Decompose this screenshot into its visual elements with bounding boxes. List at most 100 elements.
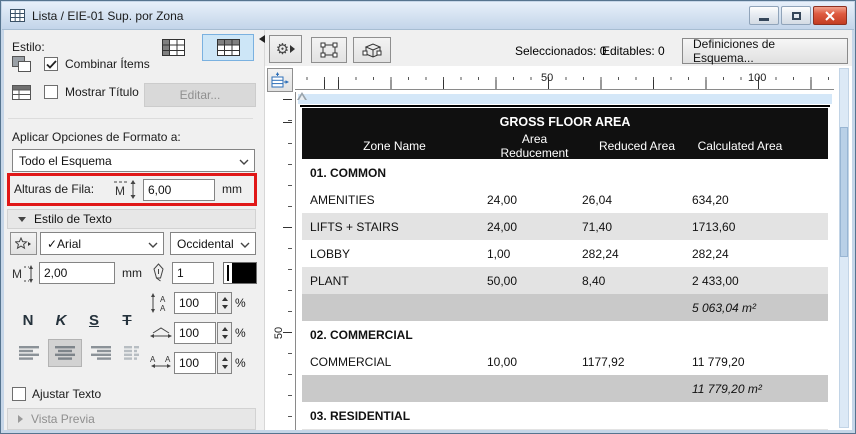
restore-button[interactable] xyxy=(781,6,811,25)
underline-button[interactable]: S xyxy=(80,307,108,333)
zone-name-cell: LIFTS + STAIRS xyxy=(310,219,399,234)
svg-text:A: A xyxy=(150,355,156,364)
select-items-button[interactable] xyxy=(311,37,347,63)
settings-menu-button[interactable]: ⚙ xyxy=(269,35,302,63)
align-right-button[interactable] xyxy=(86,339,116,367)
area-reducement-cell: 10,00 xyxy=(487,354,518,369)
area-reducement-cell: 24,00 xyxy=(487,219,518,234)
table-row[interactable]: LIFTS + STAIRS 24,00 71,40 1713,60 xyxy=(302,213,828,240)
collapse-panel-icon[interactable] xyxy=(259,35,265,43)
select-linked-button[interactable] xyxy=(353,37,391,63)
align-justify-button[interactable] xyxy=(118,339,148,367)
dialog-body: Estilo: xyxy=(4,30,852,430)
style-header-icon xyxy=(216,39,240,56)
align-left-button[interactable] xyxy=(14,339,44,367)
schedule-preview: GROSS FLOOR AREA Zone Name Area Reduceme… xyxy=(295,92,834,430)
align-right-icon xyxy=(91,346,111,360)
row-marker-icon[interactable] xyxy=(297,92,307,100)
subtotal-value: 11 779,20 m² xyxy=(692,381,762,396)
script-select-value: Occidental xyxy=(177,236,234,251)
reduced-area-cell: 8,40 xyxy=(582,273,606,288)
spin-down-icon xyxy=(221,335,228,339)
style-header-toggle[interactable] xyxy=(202,34,254,61)
vertical-scrollbar[interactable] xyxy=(839,68,849,428)
column-header-band[interactable] xyxy=(298,94,832,104)
align-justify-icon xyxy=(124,346,139,360)
group-header-row[interactable]: 01. COMMON xyxy=(302,159,828,186)
check-icon xyxy=(45,59,57,69)
width-factor-percent: % xyxy=(235,326,246,340)
menu-arrow-icon xyxy=(290,45,296,53)
column-header[interactable]: Calculated Area xyxy=(697,139,783,153)
restructure-mode-button[interactable] xyxy=(267,68,293,92)
table-row[interactable]: PLANT 50,00 8,40 2 433,00 xyxy=(302,267,828,294)
bold-label: N xyxy=(22,311,34,329)
table-row[interactable]: COMMERCIAL 10,00 1177,92 11 779,20 xyxy=(302,348,828,375)
line-spacing-input[interactable] xyxy=(174,292,216,314)
close-icon xyxy=(825,10,835,21)
calculated-area-cell: 634,20 xyxy=(692,192,729,207)
table-row[interactable]: LOBBY 1,00 282,24 282,24 xyxy=(302,240,828,267)
fit-text-checkbox[interactable] xyxy=(12,387,26,401)
script-select[interactable]: Occidental xyxy=(170,232,256,255)
group-header-row[interactable]: 02. COMMERCIAL xyxy=(302,321,828,348)
subtotal-row[interactable]: 5 063,04 m² xyxy=(302,294,828,321)
scheme-scope-select[interactable]: Todo el Esquema xyxy=(12,149,255,172)
column-header[interactable]: Zone Name xyxy=(363,139,426,153)
font-select[interactable]: ✓Arial xyxy=(40,232,164,255)
line-spacing-percent: % xyxy=(235,296,246,310)
table-row[interactable]: AMENITIES 24,00 26,04 634,20 xyxy=(302,186,828,213)
area-reducement-cell: 24,00 xyxy=(487,192,518,207)
scrollbar-thumb[interactable] xyxy=(840,127,848,257)
panel-divider[interactable] xyxy=(259,30,265,430)
line-spacing-spinner[interactable] xyxy=(217,292,232,314)
show-title-label: Mostrar Título xyxy=(65,85,139,99)
zone-name-cell: LOBBY xyxy=(310,246,351,261)
favorites-star-button[interactable] xyxy=(10,232,37,255)
align-center-button[interactable] xyxy=(48,339,82,367)
tracking-icon: A A xyxy=(149,354,173,370)
strikethrough-button[interactable]: T xyxy=(113,307,141,333)
minimize-button[interactable] xyxy=(749,6,779,25)
fit-text-label: Ajustar Texto xyxy=(32,387,102,401)
combine-items-icon xyxy=(12,56,32,73)
svg-text:A: A xyxy=(165,355,171,364)
close-button[interactable] xyxy=(813,6,847,25)
tracking-spinner[interactable] xyxy=(217,352,232,374)
table-row[interactable] xyxy=(302,429,828,430)
preview-section-header[interactable]: Vista Previa xyxy=(7,408,256,430)
column-header[interactable]: Reduced Area xyxy=(598,139,676,153)
show-title-checkbox[interactable] xyxy=(44,85,58,99)
row-height-highlight: Alturas de Fila: M mm xyxy=(7,173,257,206)
style-merged-toggle[interactable] xyxy=(150,34,197,61)
row-height-input[interactable] xyxy=(143,179,215,201)
calculated-area-cell: 282,24 xyxy=(692,246,729,261)
combine-items-label: Combinar Ítems xyxy=(65,57,150,71)
edit-title-button[interactable]: Editar... xyxy=(144,83,256,107)
minimize-icon xyxy=(759,18,769,21)
table-header: GROSS FLOOR AREA Zone Name Area Reduceme… xyxy=(302,108,828,160)
row-height-icon: M xyxy=(112,180,138,199)
ruler-vlabel-50: 50 xyxy=(273,326,286,340)
calculated-area-cell: 2 433,00 xyxy=(692,273,739,288)
pen-number-input[interactable] xyxy=(172,262,214,284)
group-header-row[interactable]: 03. RESIDENTIAL xyxy=(302,402,828,429)
bold-button[interactable]: N xyxy=(14,307,42,333)
italic-label: K xyxy=(55,311,67,329)
tracking-input[interactable] xyxy=(174,352,216,374)
italic-button[interactable]: K xyxy=(47,307,75,333)
width-factor-spinner[interactable] xyxy=(217,322,232,344)
column-header[interactable]: Area Reducement xyxy=(500,132,569,160)
combine-items-checkbox[interactable] xyxy=(44,57,58,71)
subtotal-row[interactable]: 11 779,20 m² xyxy=(302,375,828,402)
group-name: 02. COMMERCIAL xyxy=(310,327,413,342)
pen-icon xyxy=(152,263,165,282)
pen-color-swatch[interactable] xyxy=(223,262,257,284)
width-factor-input[interactable] xyxy=(174,322,216,344)
scheme-settings-button[interactable]: Definiciones de Esquema... xyxy=(682,37,848,65)
spin-up-icon xyxy=(221,297,228,301)
font-size-input[interactable] xyxy=(39,262,115,284)
section-collapsed-icon xyxy=(18,415,23,423)
width-factor-icon xyxy=(150,326,172,340)
text-style-section-header[interactable]: Estilo de Texto xyxy=(7,209,256,229)
